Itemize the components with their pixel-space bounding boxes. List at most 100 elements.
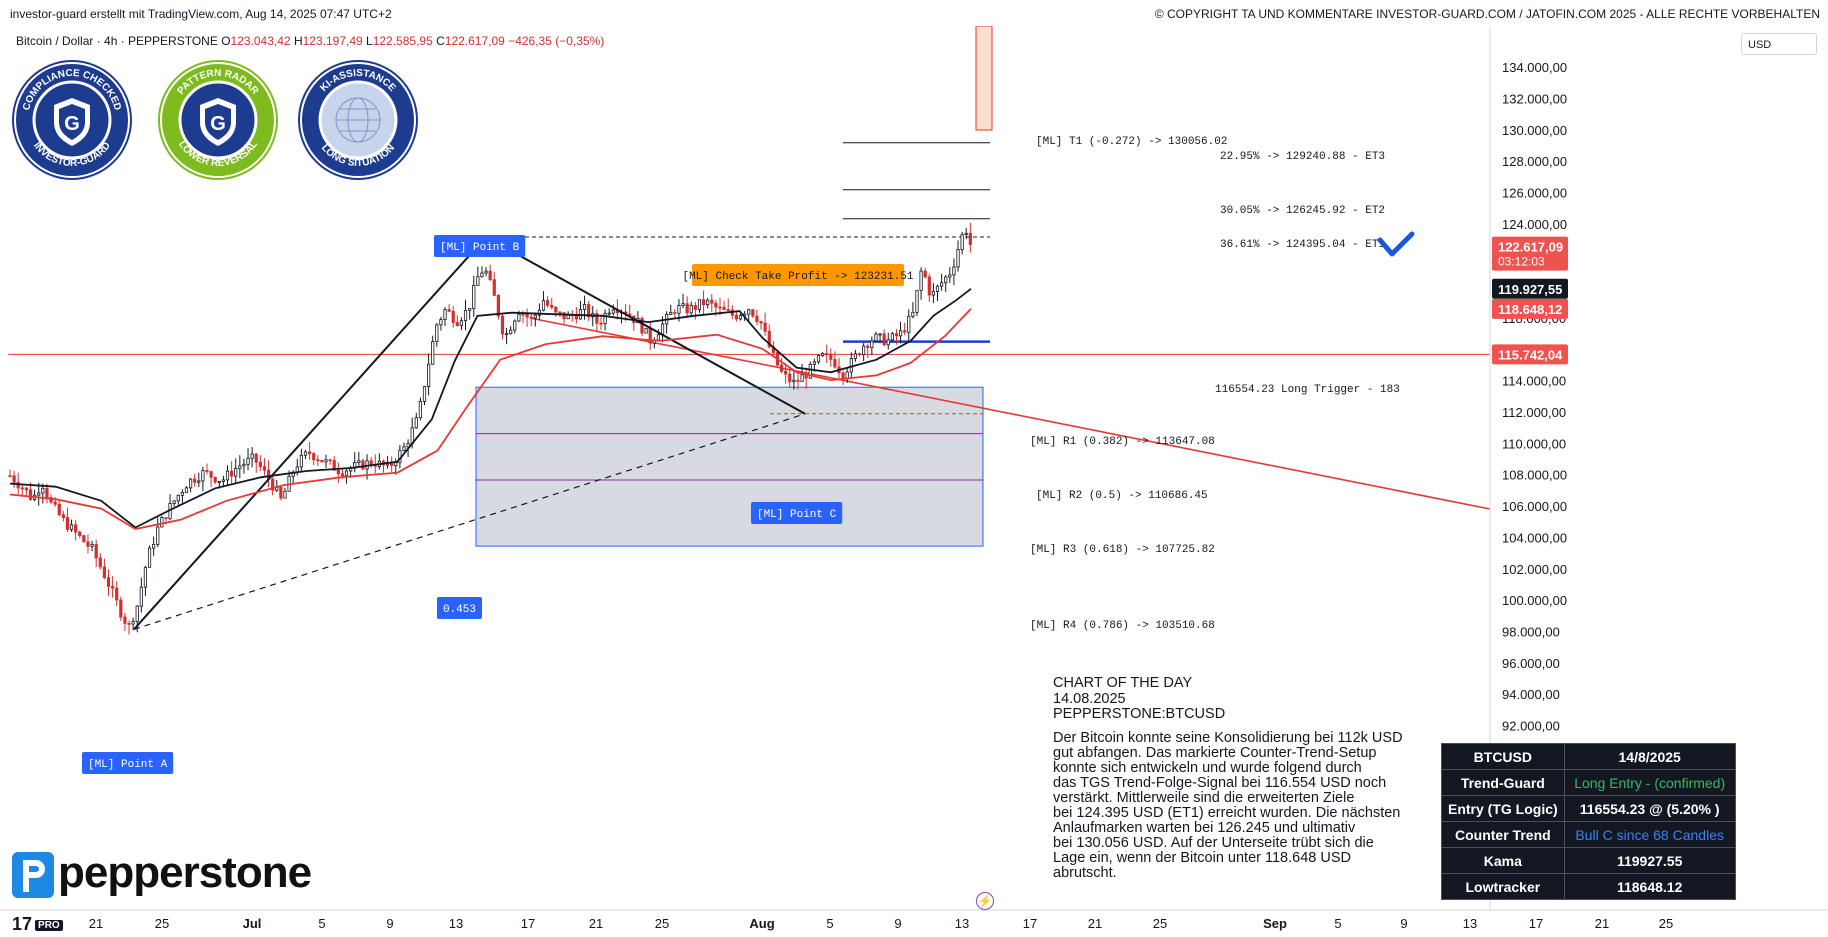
candle-body (209, 471, 213, 478)
candle-body (61, 514, 65, 518)
ai-globe-icon (335, 97, 381, 143)
candle-body (283, 490, 287, 499)
candle-body (935, 285, 940, 293)
candle-body (221, 479, 226, 482)
currency-button[interactable]: USD (1741, 33, 1817, 55)
price-tag: 119.927,55 (1492, 278, 1568, 299)
candle-body (845, 371, 849, 379)
candle-body (156, 526, 160, 545)
flash-icon[interactable]: ⚡ (976, 892, 994, 910)
table-key-cell: Lowtracker (1441, 873, 1565, 900)
price-tag: 115.742,04 (1492, 344, 1568, 365)
candle-body (332, 460, 336, 471)
commentary-line: Der Bitcoin konnte seine Konsolidierung … (1053, 729, 1403, 746)
candle-body (500, 315, 505, 335)
candle-body (546, 300, 550, 306)
y-tick-label: 98.000,00 (1502, 624, 1560, 639)
label-box (437, 597, 482, 619)
candle-body (443, 309, 447, 320)
candle-body (197, 480, 201, 483)
candle-body (784, 370, 788, 375)
candle-body (369, 460, 373, 465)
target-label: 36.61% -> 124395.04 - ET1 (1220, 239, 1385, 251)
commentary-line: bei 124.395 USD (ET1) erreicht wurden. D… (1053, 804, 1401, 821)
candle-body (258, 461, 262, 468)
candle-body (496, 295, 500, 317)
candle-body (886, 339, 890, 346)
commentary-title: CHART OF THE DAY (1053, 675, 1193, 691)
candle-body (767, 330, 771, 348)
x-tick-label: Aug (749, 916, 774, 931)
y-tick-label: 134.000,00 (1502, 60, 1567, 75)
candle-body (923, 270, 927, 278)
candle-body (919, 270, 923, 291)
candle-body (878, 333, 882, 336)
x-tick-label: 25 (655, 916, 669, 931)
candle-body (960, 234, 964, 250)
candle-body (903, 330, 907, 333)
candle-body (792, 379, 796, 383)
price-chart[interactable]: [ML] Point B [ML] Point C [ML] Point A 0.45… (0, 26, 1828, 937)
candles (8, 222, 972, 635)
y-tick-label: 128.000,00 (1502, 154, 1567, 169)
x-tick-label: 9 (386, 916, 393, 931)
candle-body (681, 303, 685, 306)
candle-body (890, 333, 894, 341)
x-tick-label: 13 (449, 916, 463, 931)
y-tick-label: 102.000,00 (1502, 562, 1567, 577)
commentary-line: gut abfangen. Das markierte Counter-Tren… (1053, 744, 1377, 761)
x-tick-label: 17 (521, 916, 535, 931)
candle-body (948, 274, 952, 278)
x-tick-label: 13 (1463, 916, 1477, 931)
price-tag-box (1492, 344, 1568, 365)
candle-body (78, 531, 82, 537)
x-tick-label: 25 (1153, 916, 1167, 931)
price-tag-text: 118.648,12 (1498, 302, 1562, 317)
candle-body (738, 315, 743, 320)
candle-body (463, 309, 468, 322)
candle-body (550, 304, 554, 308)
candle-body (176, 494, 180, 502)
candle-body (874, 333, 878, 342)
price-tag-text: 122.617,09 (1498, 240, 1563, 255)
candle-body (414, 417, 418, 429)
change-value: −426,35 (−0,35%) (508, 34, 605, 48)
long-trigger-label: 116554.23 Long Trigger - 183 (1215, 384, 1400, 396)
candle-body (677, 305, 681, 314)
candle-body (24, 487, 29, 491)
candle-body (431, 341, 435, 365)
candle-body (115, 587, 119, 601)
candle-body (316, 459, 320, 462)
target-label: 30.05% -> 126245.92 - ET2 (1220, 205, 1385, 217)
candle-body (595, 313, 599, 324)
candle-body (65, 517, 70, 530)
table-row: Trend-Guard Long Entry - (confirmed) (1441, 769, 1736, 796)
candle-body (271, 478, 275, 491)
candle-body (816, 355, 821, 363)
candle-body (870, 340, 874, 349)
label-box (751, 502, 843, 524)
candle-body (127, 622, 131, 625)
candle-body (759, 321, 763, 324)
candle-body (472, 284, 476, 309)
x-tick-label: 21 (89, 916, 103, 931)
candle-body (357, 460, 361, 464)
table-value-cell: 116554.23 @ (5.20% ) (1563, 795, 1736, 822)
high-value: 123.197,49 (302, 34, 363, 48)
candle-body (755, 315, 759, 322)
candle-body (152, 544, 156, 549)
candle-body (217, 481, 221, 483)
x-tick-label: 17 (1023, 916, 1037, 931)
candle-body (312, 453, 316, 461)
tradingview-logo[interactable]: 17 PRO (12, 914, 63, 935)
candle-body (213, 476, 217, 483)
candle-body (603, 312, 607, 324)
candle-body (722, 306, 726, 310)
commentary-line: bei 130.056 USD. Auf der Unterseite trüb… (1053, 834, 1374, 851)
candle-body (706, 299, 710, 306)
x-tick-label: 17 (1529, 916, 1543, 931)
candle-body (402, 446, 406, 452)
candle-body (184, 487, 189, 493)
